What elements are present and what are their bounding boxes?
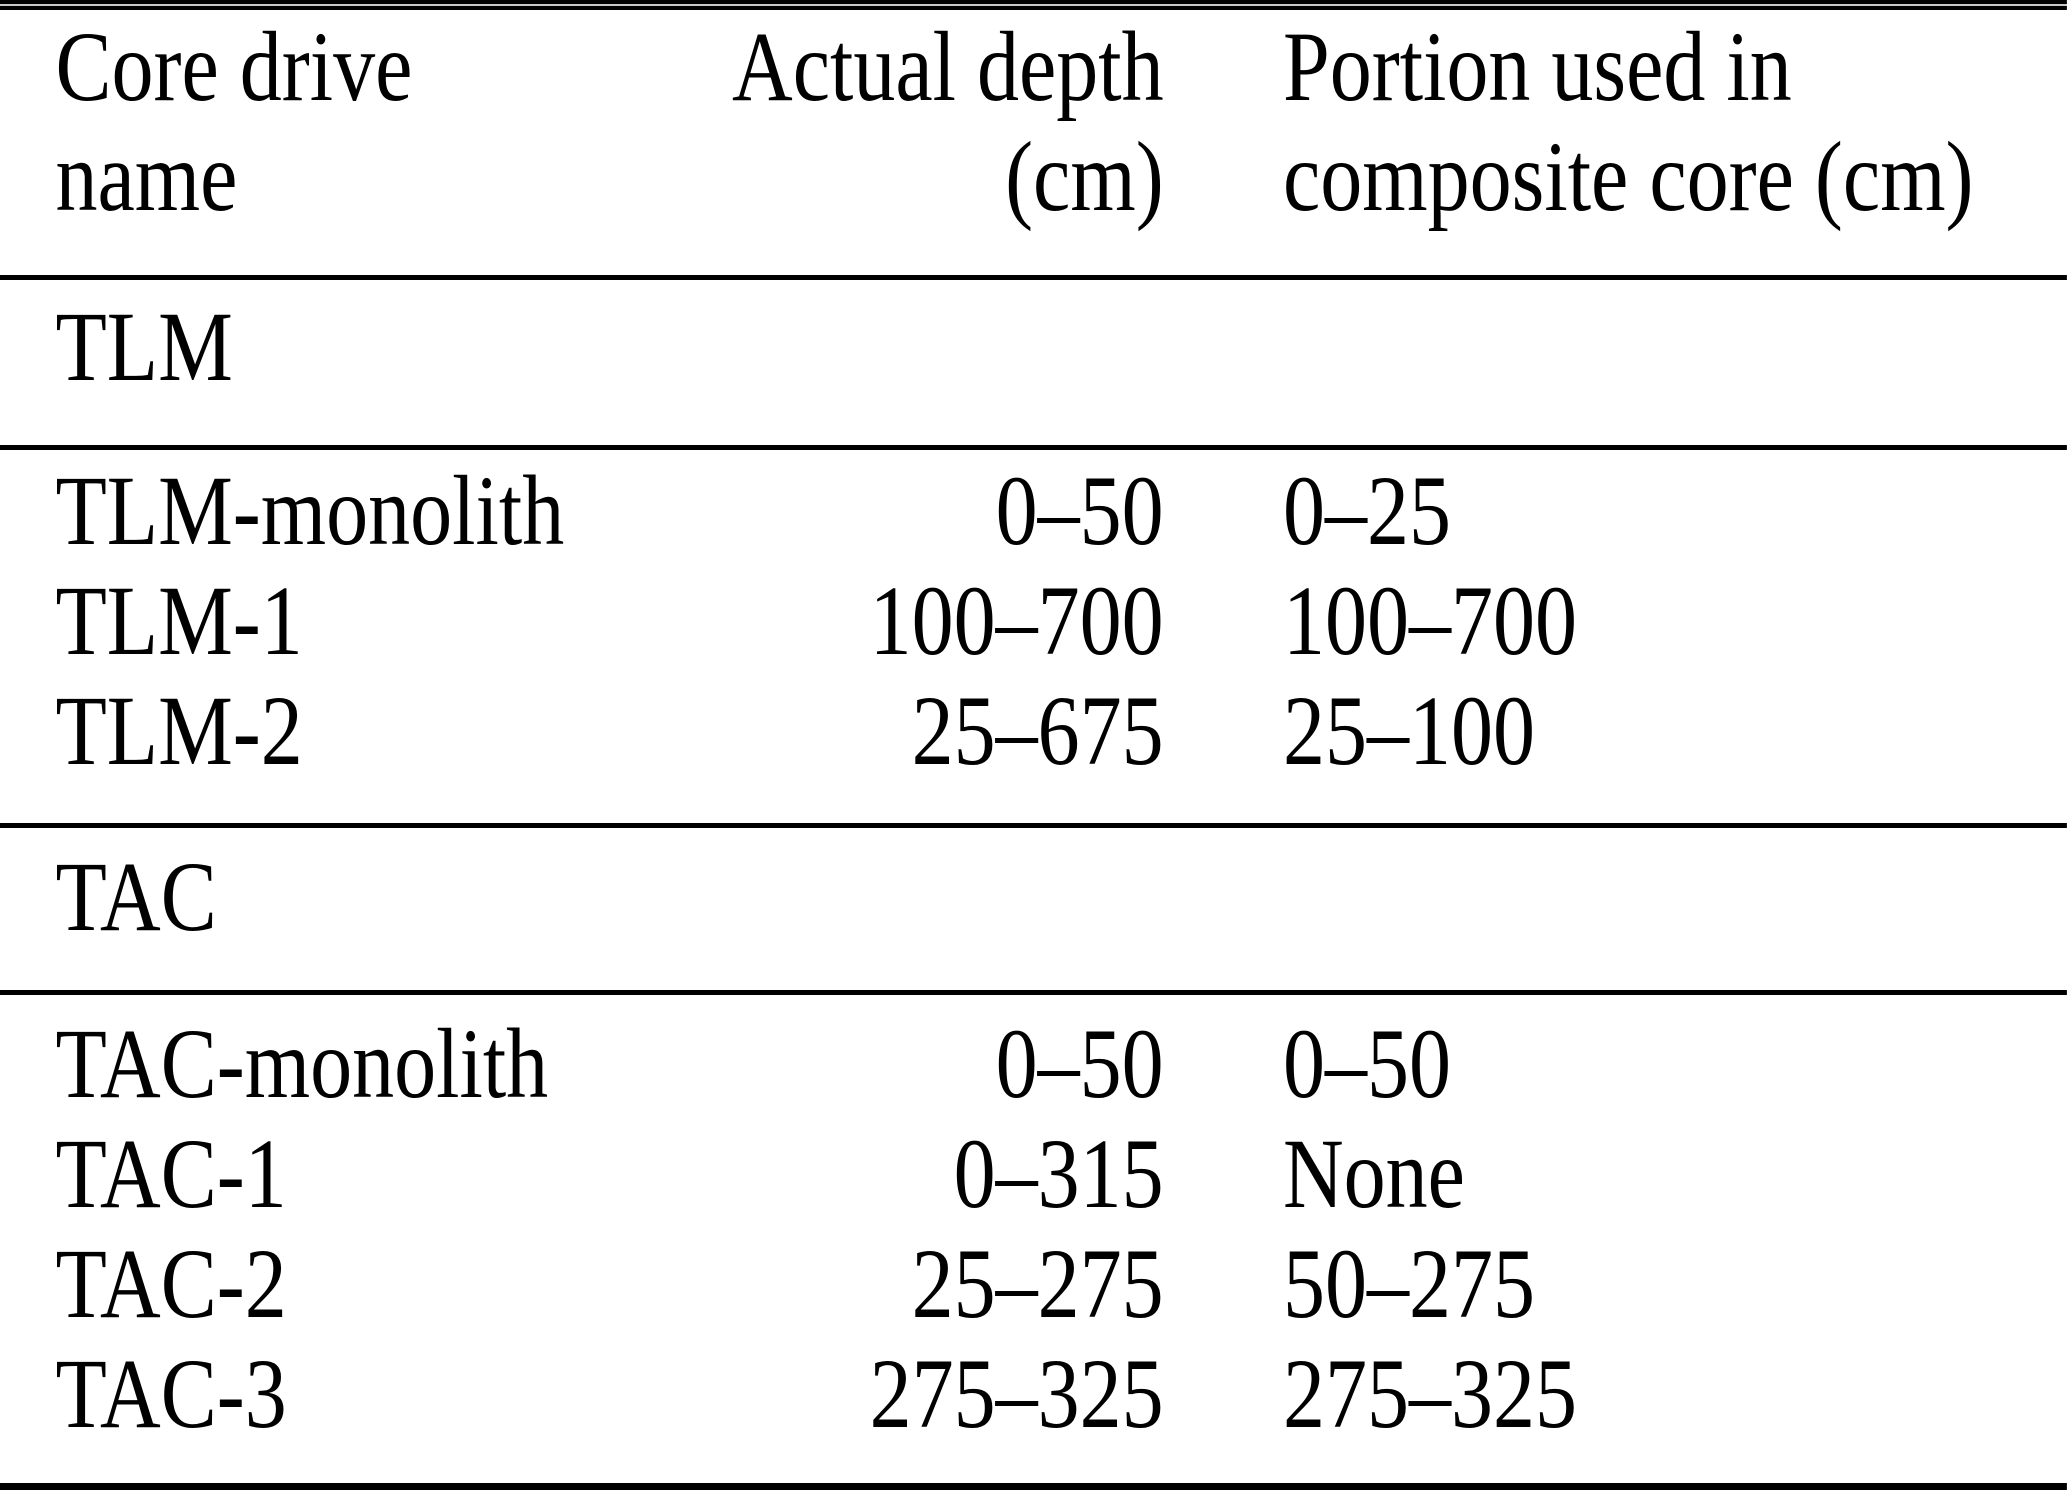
section-body-tac: TAC-monolith 0–50 0–50 TAC-1 0–315 None … — [0, 995, 2067, 1483]
cell-actual-depth: 25–675 — [911, 675, 1164, 786]
bottom-rule — [0, 1483, 2067, 1490]
cell-actual-depth: 0–50 — [995, 1008, 1164, 1119]
cell-actual-depth: 25–275 — [911, 1228, 1164, 1339]
horizontal-rule — [0, 445, 2067, 450]
cell-portion-used: 50–275 — [1282, 1228, 1536, 1339]
cell-actual-depth: 0–315 — [953, 1118, 1164, 1229]
table-row: TAC-2 25–275 50–275 — [0, 1229, 2067, 1339]
table-row: TAC-1 0–315 None — [0, 1119, 2067, 1229]
cell-portion-used: 0–50 — [1282, 1008, 1452, 1119]
horizontal-rule — [0, 990, 2067, 995]
cell-core-drive: TAC-2 — [55, 1228, 287, 1339]
cell-core-drive: TAC-1 — [55, 1118, 287, 1229]
cell-core-drive: TLM-2 — [55, 675, 303, 786]
header-line: composite core (cm) — [1282, 121, 1974, 232]
header-line: Core drive — [55, 11, 413, 122]
header-line: (cm) — [1005, 121, 1164, 232]
section-row-tlm: TLM — [0, 280, 2067, 445]
section-label: TAC — [55, 841, 217, 952]
header-line: name — [55, 121, 238, 232]
top-rule-upper — [0, 0, 2067, 4]
table-row: TLM-2 25–675 25–100 — [0, 676, 2067, 786]
horizontal-rule — [0, 823, 2067, 828]
horizontal-rule — [0, 275, 2067, 280]
cell-core-drive: TLM-monolith — [55, 455, 565, 566]
cell-portion-used: 0–25 — [1282, 455, 1452, 566]
cell-portion-used: 100–700 — [1282, 565, 1578, 676]
column-header-portion-used: Portion used in composite core (cm) — [1164, 12, 2067, 275]
header-line: Portion used in — [1282, 11, 1792, 122]
cell-portion-used: 25–100 — [1282, 675, 1536, 786]
table-row: TAC-monolith 0–50 0–50 — [0, 1009, 2067, 1119]
table-row: TLM-monolith 0–50 0–25 — [0, 456, 2067, 566]
top-rule-lower — [0, 6, 2067, 10]
table-header-row: Core drive name Actual depth (cm) Portio… — [0, 10, 2067, 275]
cell-actual-depth: 0–50 — [995, 455, 1164, 566]
cell-portion-used: 275–325 — [1282, 1338, 1578, 1449]
cell-portion-used: None — [1282, 1118, 1465, 1229]
header-line: Actual depth — [732, 11, 1164, 122]
top-rule-gap — [0, 4, 2067, 6]
cell-actual-depth: 275–325 — [869, 1338, 1164, 1449]
cell-core-drive: TAC-monolith — [55, 1008, 549, 1119]
column-header-actual-depth: Actual depth (cm) — [639, 12, 1164, 275]
cell-core-drive: TAC-3 — [55, 1338, 287, 1449]
table-row: TLM-1 100–700 100–700 — [0, 566, 2067, 676]
column-header-core-drive-name: Core drive name — [0, 12, 639, 275]
section-row-tac: TAC — [0, 828, 2067, 990]
table-row: TAC-3 275–325 275–325 — [0, 1339, 2067, 1449]
section-body-tlm: TLM-monolith 0–50 0–25 TLM-1 100–700 100… — [0, 450, 2067, 823]
cell-actual-depth: 100–700 — [869, 565, 1164, 676]
section-label: TLM — [55, 291, 233, 402]
cell-core-drive: TLM-1 — [55, 565, 303, 676]
